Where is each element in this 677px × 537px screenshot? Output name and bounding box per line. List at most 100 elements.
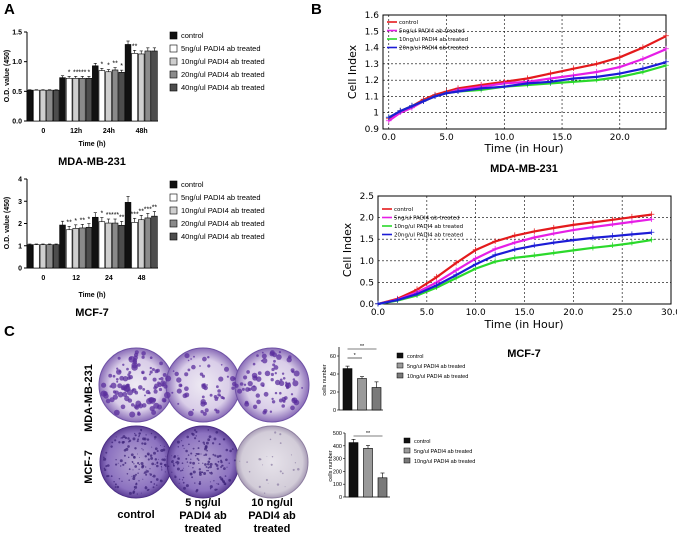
b2-series-marker: + [511,238,519,248]
colony-spot [243,375,248,380]
c2-ytick-label: 500 [333,431,342,437]
colony-spot [119,375,125,381]
a2-annotations: ** * ** ** ** *** ** *** ** *** ** [66,204,157,226]
colony-spot [198,462,200,464]
b1-ytick-label: 1.1 [365,92,379,102]
a2-sig-star: * [74,218,77,225]
colony-spot [127,456,130,459]
a1-bar [79,77,86,122]
colony-spot [247,380,253,387]
colony-spot [233,459,236,462]
colony-spot [117,356,121,360]
colony-spot [262,384,265,388]
b1-series-marker: + [385,113,393,123]
colony-spot [271,367,275,372]
colony-spot [117,462,119,464]
b1-series-marker: + [431,92,439,102]
colony-spot [279,391,282,395]
a1-sig-star: ** [112,61,118,68]
b1-legend-label: 20ng/ul PADI4 ab treated [399,46,468,52]
colony-spot [191,364,196,370]
colony-spot [271,455,274,458]
colony-spot [293,399,300,406]
colony-spot [122,463,125,466]
colony-spot [175,461,177,464]
a1-legend-label: control [181,31,204,40]
colony-spot [278,350,282,354]
a2-sig-star: * [88,217,91,224]
a1-yticks: 0.0 0.5 1.0 1.5 [12,30,27,126]
a1-legend: control 5ng/ul PADI4 ab treated 10ng/ul PA… [169,31,265,92]
colony-spot [122,435,126,439]
colony-spot [120,437,122,439]
colony-spot [149,356,153,360]
b2-series-marker: + [609,241,617,251]
b2-xtick-label: 15.0 [514,308,534,318]
colony-spot [156,484,158,486]
colony-spot [137,453,138,455]
colony-spot [200,401,206,407]
colony-spot [132,437,136,441]
colony-spot [145,469,147,471]
b2-series-marker: + [570,236,578,246]
colony-spot [162,372,167,377]
colony-spot [250,385,257,392]
colony-spot [218,376,224,382]
b1-series-marker: + [443,87,451,97]
colony-spot [138,463,140,466]
a1-sig-star: * [120,63,123,70]
colony-spot [222,438,226,441]
colony-spot [231,386,235,390]
colony-spot [184,353,190,359]
a2-bars [26,196,158,269]
colony-spot [120,385,126,391]
colony-spot [128,468,131,471]
colony-spot [156,449,159,453]
colony-spot [152,377,157,382]
c1-legend-swatch [396,362,404,369]
colony-spot [137,412,141,416]
colony-spot [294,462,297,464]
colony-spot [138,436,140,438]
colony-spot [138,404,141,407]
colony-spot [147,458,150,461]
colony-spot [200,453,202,455]
a2-bar [138,219,145,269]
colony-spot [274,372,277,375]
b1-series-marker: + [501,79,509,89]
colony-spot [151,367,155,372]
colony-spot [207,460,211,464]
a1-xtick-label: 24h [103,128,115,135]
colony-spot [301,386,304,389]
colony-spot [255,376,262,382]
a2-ytick-label: 4 [18,177,22,184]
colony-spot [154,438,156,440]
b1-series-marker: + [639,68,647,78]
colony-spot [216,385,219,389]
b1-series-marker: + [639,64,647,74]
colony-spot [217,460,220,463]
colony-spot [132,491,135,495]
b2-series-marker: + [550,229,558,239]
colony-spot [284,486,286,488]
a2-bar [65,229,73,269]
colony-spot [269,438,272,441]
a2-bar [105,222,112,269]
colony-spot [133,404,139,409]
colony-spot [225,458,228,462]
colony-spot [150,432,153,435]
b2-series-marker: + [452,271,460,281]
a2-yticks: 0 1 2 3 4 [18,177,27,273]
colony-spot [177,464,179,466]
b2-series-marker: + [530,227,538,237]
col-label-5ng-3: treated [185,523,222,535]
a1-bar [52,89,60,122]
c1-ytick-label: 0 [333,408,336,414]
colony-spot [136,493,138,495]
b2-ytick-label: 0.0 [360,300,375,310]
b1-series-marker: + [662,61,670,71]
a1-bar [111,69,119,122]
colony-spot [132,474,136,478]
colony-spot [126,473,129,475]
colony-spot [193,355,195,358]
